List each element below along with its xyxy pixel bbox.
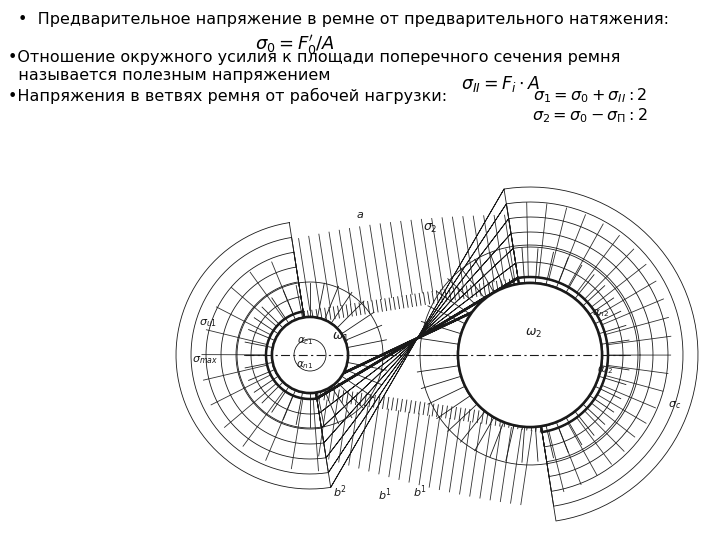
- Text: $\sigma_c$: $\sigma_c$: [668, 399, 681, 411]
- Text: $\sigma_0 = F_0^{\prime} / A$: $\sigma_0 = F_0^{\prime} / A$: [255, 33, 335, 57]
- Text: •  Предварительное напряжение в ремне от предварительного натяжения:: • Предварительное напряжение в ремне от …: [18, 12, 669, 27]
- Text: $b^1$: $b^1$: [378, 487, 392, 503]
- Text: $\sigma_2$: $\sigma_2$: [423, 221, 437, 234]
- Text: $\sigma_{u1}$: $\sigma_{u1}$: [199, 317, 217, 329]
- Text: $\sigma_1 = \sigma_0 + \sigma_{II} : 2$: $\sigma_1 = \sigma_0 + \sigma_{II} : 2$: [533, 86, 647, 105]
- Text: $b^2$: $b^2$: [333, 484, 347, 500]
- Circle shape: [294, 339, 326, 371]
- Circle shape: [294, 339, 326, 371]
- Text: $\alpha_{c1}$: $\alpha_{c1}$: [297, 335, 313, 347]
- Text: $a$: $a$: [356, 210, 364, 220]
- Text: $b^1$: $b^1$: [413, 484, 427, 500]
- Circle shape: [272, 317, 348, 393]
- Text: $\alpha_{n2}$: $\alpha_{n2}$: [592, 307, 609, 319]
- Text: $\alpha_{c2}$: $\alpha_{c2}$: [597, 364, 613, 376]
- Circle shape: [458, 283, 602, 427]
- Text: $\alpha_{n1}$: $\alpha_{n1}$: [297, 359, 314, 371]
- Text: •Отношение окружного усилия к площади поперечного сечения ремня: •Отношение окружного усилия к площади по…: [8, 50, 621, 65]
- Text: $\omega_1$: $\omega_1$: [332, 330, 349, 343]
- Text: $\sigma_2 = \sigma_0 - \sigma_{\Pi} : 2$: $\sigma_2 = \sigma_0 - \sigma_{\Pi} : 2$: [532, 106, 648, 125]
- Text: $\sigma_{max}$: $\sigma_{max}$: [192, 354, 218, 366]
- Circle shape: [459, 284, 601, 426]
- Text: $\omega_2$: $\omega_2$: [525, 327, 542, 340]
- Text: называется полезным напряжением: называется полезным напряжением: [8, 68, 330, 83]
- Circle shape: [273, 318, 347, 392]
- Text: •Напряжения в ветвях ремня от рабочей нагрузки:: •Напряжения в ветвях ремня от рабочей на…: [8, 88, 447, 104]
- Text: $\sigma_{II} = F_i \cdot A$: $\sigma_{II} = F_i \cdot A$: [461, 74, 539, 94]
